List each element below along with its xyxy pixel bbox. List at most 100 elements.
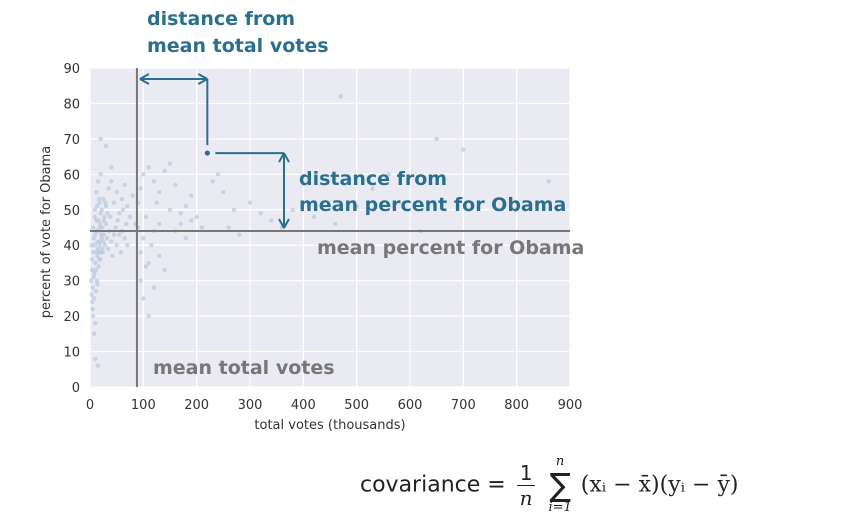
data-point	[122, 182, 127, 188]
data-point	[118, 250, 124, 255]
formula-sum-lower: i=1	[548, 500, 572, 515]
data-point	[141, 235, 146, 241]
data-point	[157, 189, 162, 195]
x-distance-arrowhead-right	[197, 73, 208, 85]
y-tick-label: 20	[63, 310, 80, 325]
data-point	[105, 211, 110, 216]
data-point	[96, 257, 102, 262]
x-tick-label: 700	[451, 398, 476, 413]
data-point	[183, 204, 189, 209]
data-point	[93, 289, 99, 294]
highlight-point	[204, 150, 210, 156]
data-point	[100, 225, 105, 230]
data-point	[95, 282, 100, 287]
data-point	[290, 207, 295, 212]
formula-fraction: 1 n	[516, 461, 536, 510]
data-point	[354, 204, 359, 209]
data-point	[237, 232, 242, 237]
data-point	[92, 296, 97, 301]
x-axis-label: total votes (thousands)	[254, 418, 405, 433]
x-tick-label: 100	[131, 398, 156, 413]
data-point	[106, 186, 111, 191]
data-point	[167, 161, 173, 166]
data-point	[103, 221, 109, 227]
data-point	[91, 235, 96, 241]
data-point	[103, 143, 109, 149]
data-point	[115, 218, 120, 223]
data-point	[120, 207, 126, 212]
data-point	[143, 264, 149, 269]
data-point	[101, 218, 107, 223]
data-point	[101, 239, 106, 244]
data-point	[89, 267, 95, 273]
data-point	[183, 235, 189, 241]
x-tick-label: 400	[291, 398, 316, 413]
data-point	[215, 172, 221, 177]
data-point	[100, 246, 105, 251]
y-distance-arrowhead-bottom	[278, 218, 290, 229]
data-point	[96, 196, 102, 202]
data-point	[151, 285, 157, 290]
y-axis-label: percent of vote for Obama	[39, 146, 54, 319]
data-point	[146, 260, 151, 266]
x-tick-label: 300	[238, 398, 263, 413]
data-point	[269, 218, 274, 223]
data-point	[99, 235, 104, 241]
data-point	[95, 179, 101, 184]
y-tick-label: 50	[63, 204, 80, 219]
data-point	[92, 331, 97, 337]
data-point	[141, 172, 146, 177]
formula-sum-symbol: ∑	[549, 466, 571, 504]
y-tick-label: 0	[72, 381, 80, 396]
x-distance-arrowhead-left	[139, 73, 150, 85]
data-point	[98, 172, 103, 177]
data-point	[461, 147, 466, 152]
data-point	[89, 299, 95, 305]
data-point	[90, 285, 95, 290]
data-point	[103, 204, 109, 209]
data-point	[162, 168, 167, 173]
formula-frac-num: 1	[516, 461, 536, 486]
data-point	[99, 207, 104, 212]
data-point	[94, 204, 100, 209]
data-point	[546, 179, 551, 184]
data-point	[125, 243, 130, 248]
data-point	[94, 218, 99, 223]
data-point	[151, 179, 157, 184]
data-point	[89, 257, 95, 262]
data-point	[125, 204, 130, 209]
data-point	[97, 239, 103, 244]
data-point	[94, 189, 99, 195]
data-point	[114, 189, 119, 195]
data-point	[98, 211, 103, 216]
data-point	[130, 193, 135, 198]
data-point	[141, 296, 146, 301]
y-tick-label: 80	[63, 97, 80, 112]
data-point	[104, 235, 110, 241]
data-point	[95, 363, 101, 368]
data-point	[94, 278, 100, 283]
data-point	[92, 207, 98, 212]
x-tick-label: 600	[398, 398, 423, 413]
x-distance-label-line1: distance from	[147, 8, 295, 30]
data-point	[93, 267, 99, 273]
data-point	[338, 94, 343, 99]
data-point	[138, 186, 143, 191]
data-point	[95, 246, 101, 251]
data-point	[111, 232, 117, 237]
y-tick-label: 40	[63, 239, 80, 254]
data-point	[221, 189, 226, 195]
y-tick-label: 30	[63, 275, 80, 290]
data-point	[92, 243, 98, 248]
data-point	[138, 250, 143, 255]
formula-frac-den: n	[519, 485, 533, 510]
data-point	[370, 186, 375, 191]
data-point	[386, 172, 391, 177]
data-point	[178, 221, 183, 227]
data-point	[103, 200, 108, 205]
y-tick-label: 90	[63, 62, 80, 77]
data-point	[258, 211, 263, 216]
data-point	[98, 136, 103, 142]
data-point	[91, 250, 96, 255]
data-point	[149, 243, 154, 248]
